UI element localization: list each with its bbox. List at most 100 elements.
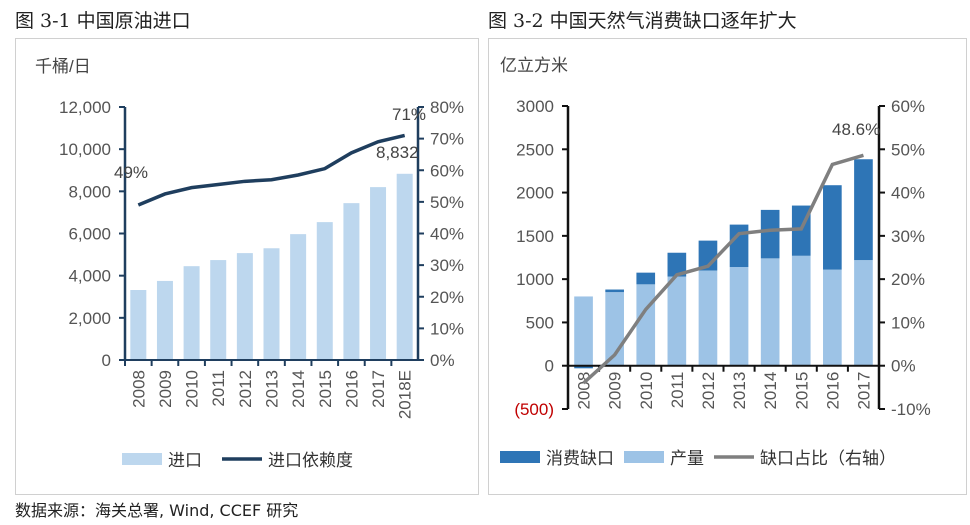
legend-swatch [624, 451, 664, 463]
y-tick-label: 500 [526, 313, 554, 332]
legend-label: 缺口占比（右轴） [760, 449, 896, 468]
y-tick-label: 1500 [516, 227, 554, 246]
legend-label: 产量 [670, 449, 704, 468]
y2-tick-label: 10% [430, 319, 464, 338]
x-tick-label: 2009 [606, 372, 625, 410]
bar-gap-2014 [760, 209, 780, 259]
bar-production-2015 [791, 255, 811, 366]
data-label: 48.6% [832, 120, 880, 139]
y2-tick-label: 50% [430, 193, 464, 212]
x-tick-label: 2018E [396, 370, 415, 419]
x-tick-label: 2014 [289, 370, 308, 408]
bar-production-2013 [729, 267, 749, 366]
legend-label: 进口 [168, 451, 202, 470]
y-tick-label: 10,000 [59, 140, 111, 159]
bar-production-2014 [760, 258, 780, 366]
x-tick-label: 2013 [263, 370, 282, 408]
legend-label: 进口依赖度 [268, 451, 353, 470]
bar-gap-2016 [823, 185, 842, 270]
chart2-title: 图 3-2 中国天然气消费缺口逐年扩大 [488, 10, 797, 32]
y2-tick-label: 0% [891, 357, 916, 376]
bar-2018E [396, 173, 413, 360]
y2-tick-label: 30% [430, 256, 464, 275]
x-tick-label: 2017 [369, 370, 388, 408]
legend-swatch [122, 453, 162, 465]
bar-production-2010 [636, 284, 656, 366]
y-tick-label: 0 [102, 351, 111, 370]
x-tick-label: 2010 [183, 370, 202, 408]
y-tick-label: 12,000 [59, 98, 111, 117]
y-tick-label: 4,000 [68, 267, 111, 286]
bar-production-2017 [854, 260, 873, 366]
x-tick-label: 2008 [575, 372, 594, 410]
line-进口依赖度 [137, 133, 406, 207]
bar-2015 [316, 222, 333, 360]
bar-2010 [183, 266, 200, 360]
y-tick-label: 1000 [516, 270, 554, 289]
chart1-panel [15, 38, 479, 495]
x-tick-label: 2009 [156, 370, 175, 408]
bar-gap-2013 [729, 224, 749, 268]
bar-gap-2010 [636, 272, 656, 285]
y-tick-label: 6,000 [68, 225, 111, 244]
bar-production-2011 [667, 276, 687, 366]
bar-production-2012 [698, 270, 718, 366]
bar-2014 [290, 234, 307, 360]
y2-tick-label: 60% [430, 161, 464, 180]
bar-2009 [156, 280, 173, 360]
chart1-title: 图 3-1 中国原油进口 [15, 10, 191, 32]
bar-gap-2011 [667, 252, 687, 277]
bar-gap-2017 [854, 159, 873, 261]
y2-tick-label: 10% [891, 313, 925, 332]
x-tick-label: 2015 [316, 370, 335, 408]
y2-tick-label: 60% [891, 97, 925, 116]
line-缺口占比（右轴） [582, 153, 864, 385]
x-tick-label: 2010 [637, 372, 656, 410]
bar-2016 [343, 203, 360, 360]
y2-tick-label: 30% [891, 227, 925, 246]
data-label: 49% [114, 163, 148, 182]
y2-tick-label: 70% [430, 130, 464, 149]
y-tick-label: 0 [545, 357, 554, 376]
y2-tick-label: 80% [430, 98, 464, 117]
x-tick-label: 2016 [342, 370, 361, 408]
x-tick-label: 2013 [730, 372, 749, 410]
x-tick-label: 2011 [209, 370, 228, 407]
y-tick-label: (500) [514, 400, 554, 419]
bar-2017 [370, 187, 387, 360]
data-label: 8,832 [376, 143, 419, 162]
legend-swatch [500, 451, 540, 463]
x-tick-label: 2012 [699, 372, 718, 410]
bar-2013 [263, 248, 280, 360]
source-footer: 数据来源：海关总署, Wind, CCEF 研究 [15, 501, 299, 520]
x-tick-label: 2014 [761, 372, 780, 410]
legend-label: 消费缺口 [546, 449, 614, 468]
x-tick-label: 2017 [854, 372, 873, 410]
y-axis-label: 千桶/日 [35, 57, 91, 76]
y2-tick-label: 40% [430, 225, 464, 244]
bar-2008 [130, 290, 147, 360]
x-tick-label: 2012 [236, 370, 255, 408]
x-tick-label: 2016 [823, 372, 842, 410]
y2-tick-label: 20% [430, 288, 464, 307]
y2-tick-label: 0% [430, 351, 455, 370]
y-tick-label: 2500 [516, 140, 554, 159]
bar-production-2016 [823, 269, 842, 366]
data-label: 71% [392, 105, 426, 124]
y2-tick-label: 20% [891, 270, 925, 289]
x-tick-label: 2015 [792, 372, 811, 410]
y-axis-label: 亿立方米 [500, 56, 568, 75]
x-tick-label: 2011 [668, 372, 687, 409]
x-tick-label: 2008 [129, 370, 148, 408]
bar-gap-2009 [605, 289, 624, 293]
y-tick-label: 8,000 [68, 182, 111, 201]
y2-tick-label: 50% [891, 140, 925, 159]
bar-2012 [236, 253, 253, 360]
bar-production-2008 [574, 296, 593, 366]
chart2-panel [488, 38, 967, 495]
y-tick-label: 2,000 [68, 309, 111, 328]
y-tick-label: 3000 [516, 97, 554, 116]
bar-2011 [210, 260, 227, 360]
bar-gap-2008 [574, 365, 593, 369]
